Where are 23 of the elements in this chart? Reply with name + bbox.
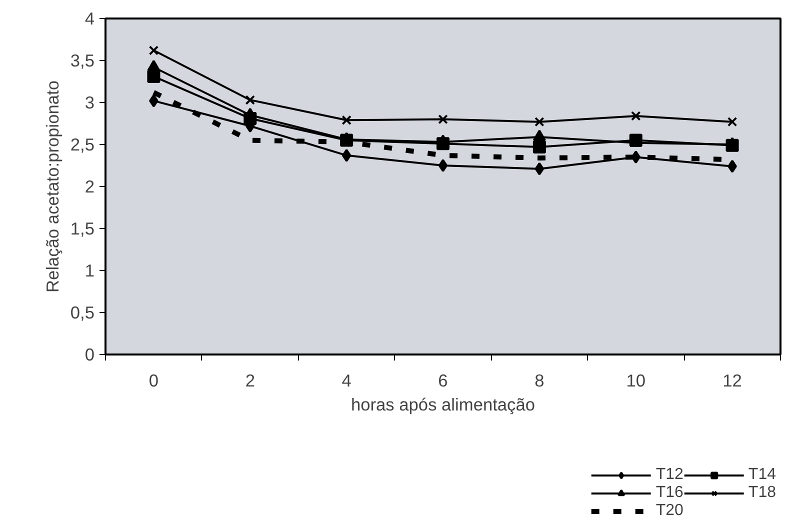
y-tick-label: 3,5 — [70, 50, 95, 70]
x-tick-label: 0 — [148, 370, 159, 390]
legend-label: T14 — [748, 466, 776, 484]
y-tick-label: 4 — [84, 8, 95, 28]
y-tick-label: 1,5 — [70, 218, 95, 238]
y-tick-label: 0 — [84, 344, 95, 364]
x-tick-label: 8 — [534, 370, 544, 390]
legend-label: T18 — [748, 484, 776, 502]
y-tick-label: 0,5 — [70, 302, 95, 322]
x-tick-label: 12 — [722, 370, 742, 390]
y-tick-label: 2 — [84, 176, 95, 196]
x-axis-title: horas após alimentação — [351, 394, 536, 414]
x-tick-label: 4 — [342, 370, 352, 390]
y-tick-label: 2,5 — [70, 134, 95, 154]
legend-label: T20 — [656, 502, 684, 520]
legend-label: T16 — [656, 484, 684, 502]
x-tick-label: 2 — [245, 370, 255, 390]
y-tick-label: 1 — [84, 260, 95, 280]
y-axis-title: Relação acetato:propionato — [42, 80, 62, 292]
x-tick-label: 6 — [438, 370, 448, 390]
legend-label: T12 — [656, 466, 684, 484]
x-tick-label: 10 — [626, 370, 646, 390]
y-tick-label: 3 — [84, 92, 95, 112]
